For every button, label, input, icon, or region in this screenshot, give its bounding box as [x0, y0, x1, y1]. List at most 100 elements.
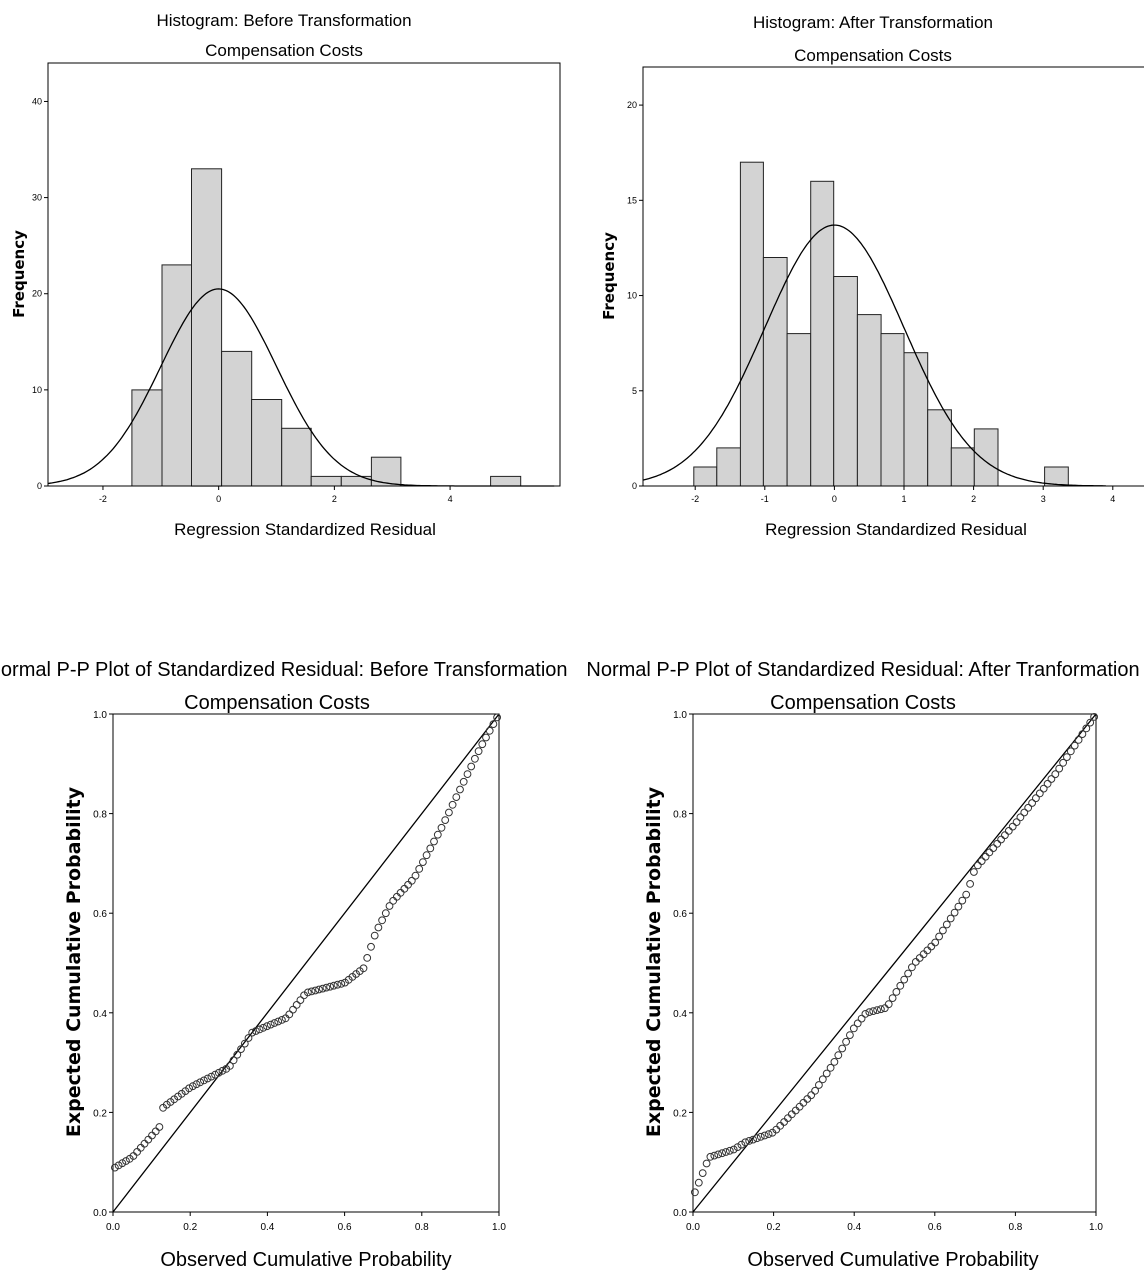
pp-point — [756, 1132, 765, 1141]
pp-point — [818, 1075, 827, 1084]
pp-point — [1012, 818, 1021, 826]
pp-point — [1032, 794, 1040, 803]
histogram-bar — [693, 466, 718, 487]
y-axis-label: Frequency — [10, 230, 28, 318]
pp-point — [745, 1137, 754, 1145]
pp-points — [691, 713, 1098, 1197]
pp-point — [292, 1001, 301, 1009]
chart-subtitle: Compensation Costs — [184, 692, 370, 714]
pp-point — [776, 1121, 785, 1130]
pp-point — [1035, 789, 1044, 798]
pp-point — [151, 1127, 160, 1136]
pp-point — [485, 726, 494, 735]
x-tick-label: -2 — [99, 494, 107, 504]
pp-point — [415, 865, 424, 873]
x-tick-label: 0.4 — [847, 1222, 861, 1233]
pp-point — [741, 1138, 750, 1147]
pp-point — [764, 1130, 773, 1138]
histogram-bar — [810, 180, 835, 487]
pp-point — [315, 985, 323, 994]
x-axis-label: Regression Standardized Residual — [174, 520, 436, 539]
histogram-bars — [693, 161, 1069, 487]
pp-point — [226, 1062, 234, 1070]
pp-point — [430, 837, 438, 846]
y-tick-label: 30 — [32, 193, 42, 203]
pp-point — [834, 1051, 843, 1060]
histogram-before-panel: Histogram: Before Transformation Compens… — [10, 11, 561, 539]
pp-point — [931, 938, 940, 947]
y-tick-label: 0.4 — [673, 1009, 687, 1020]
chart-title: Histogram: Before Transformation — [156, 11, 411, 30]
pp-point — [935, 932, 943, 941]
pp-point — [706, 1152, 715, 1161]
pp-point — [1090, 713, 1098, 721]
pp-point — [493, 713, 502, 722]
pp-point — [803, 1095, 812, 1103]
pp-point — [192, 1080, 201, 1089]
pp-point — [826, 1063, 835, 1072]
x-tick-label: 2 — [971, 494, 976, 504]
pp-point — [337, 979, 346, 988]
pp-point — [718, 1149, 726, 1158]
pp-point — [985, 848, 994, 857]
pp-point — [329, 981, 338, 990]
x-tick-label: 0.8 — [1008, 1222, 1022, 1233]
pp-point — [946, 914, 955, 923]
pp-point — [367, 942, 375, 951]
pp-point — [374, 923, 383, 932]
y-tick-label: 0 — [632, 481, 637, 491]
pp-point — [927, 942, 936, 951]
pp-point — [842, 1037, 850, 1046]
x-tick-label: 0.6 — [338, 1222, 352, 1233]
pp-point — [389, 896, 398, 905]
pp-point — [846, 1031, 854, 1039]
pp-point — [322, 983, 331, 992]
pp-point — [892, 988, 901, 996]
pp-point — [749, 1135, 757, 1144]
pp-point — [459, 777, 468, 786]
pp-point — [452, 793, 461, 801]
chart-subtitle: Compensation Costs — [794, 46, 952, 65]
pp-point — [359, 964, 368, 973]
x-tick-label: 4 — [1110, 494, 1115, 504]
pp-point — [950, 908, 959, 917]
histogram-bar — [833, 276, 858, 487]
pp-point — [289, 1005, 297, 1014]
pp-point — [753, 1134, 761, 1143]
pp-point — [737, 1140, 746, 1149]
pp-point — [1020, 808, 1029, 817]
histogram-bar — [880, 333, 905, 487]
y-axis-label: Expected Cumulative Probability — [63, 786, 85, 1137]
pp-plot-before-panel: Normal P-P Plot of Standardized Residual… — [0, 659, 568, 1271]
pp-point — [1008, 822, 1017, 831]
pp-point — [702, 1159, 711, 1168]
y-tick-label: 20 — [627, 100, 637, 110]
pp-point — [698, 1169, 707, 1177]
y-tick-label: 20 — [32, 289, 42, 299]
y-tick-label: 1.0 — [93, 710, 107, 721]
plot-frame — [692, 713, 1097, 1213]
pp-point — [865, 1008, 874, 1016]
pp-point — [861, 1010, 870, 1018]
pp-point — [958, 896, 967, 905]
pp-point — [981, 852, 990, 861]
histogram-bar — [161, 264, 192, 487]
pp-point — [815, 1081, 823, 1089]
pp-point — [419, 858, 427, 866]
pp-point — [919, 950, 928, 959]
x-tick-label: 1.0 — [1089, 1222, 1103, 1233]
y-tick-label: 0.4 — [93, 1009, 107, 1020]
x-tick-label: -1 — [761, 494, 769, 504]
y-tick-label: 5 — [632, 386, 637, 396]
pp-point — [240, 1039, 249, 1048]
x-tick-label: 0.4 — [260, 1222, 274, 1233]
pp-point — [780, 1118, 788, 1126]
pp-point — [326, 982, 335, 991]
pp-point — [1078, 730, 1087, 738]
pp-point — [1043, 779, 1052, 788]
y-tick-label: 40 — [32, 96, 42, 106]
pp-point — [853, 1019, 862, 1028]
pp-point — [237, 1045, 245, 1053]
x-tick-label: 0.0 — [686, 1222, 700, 1233]
